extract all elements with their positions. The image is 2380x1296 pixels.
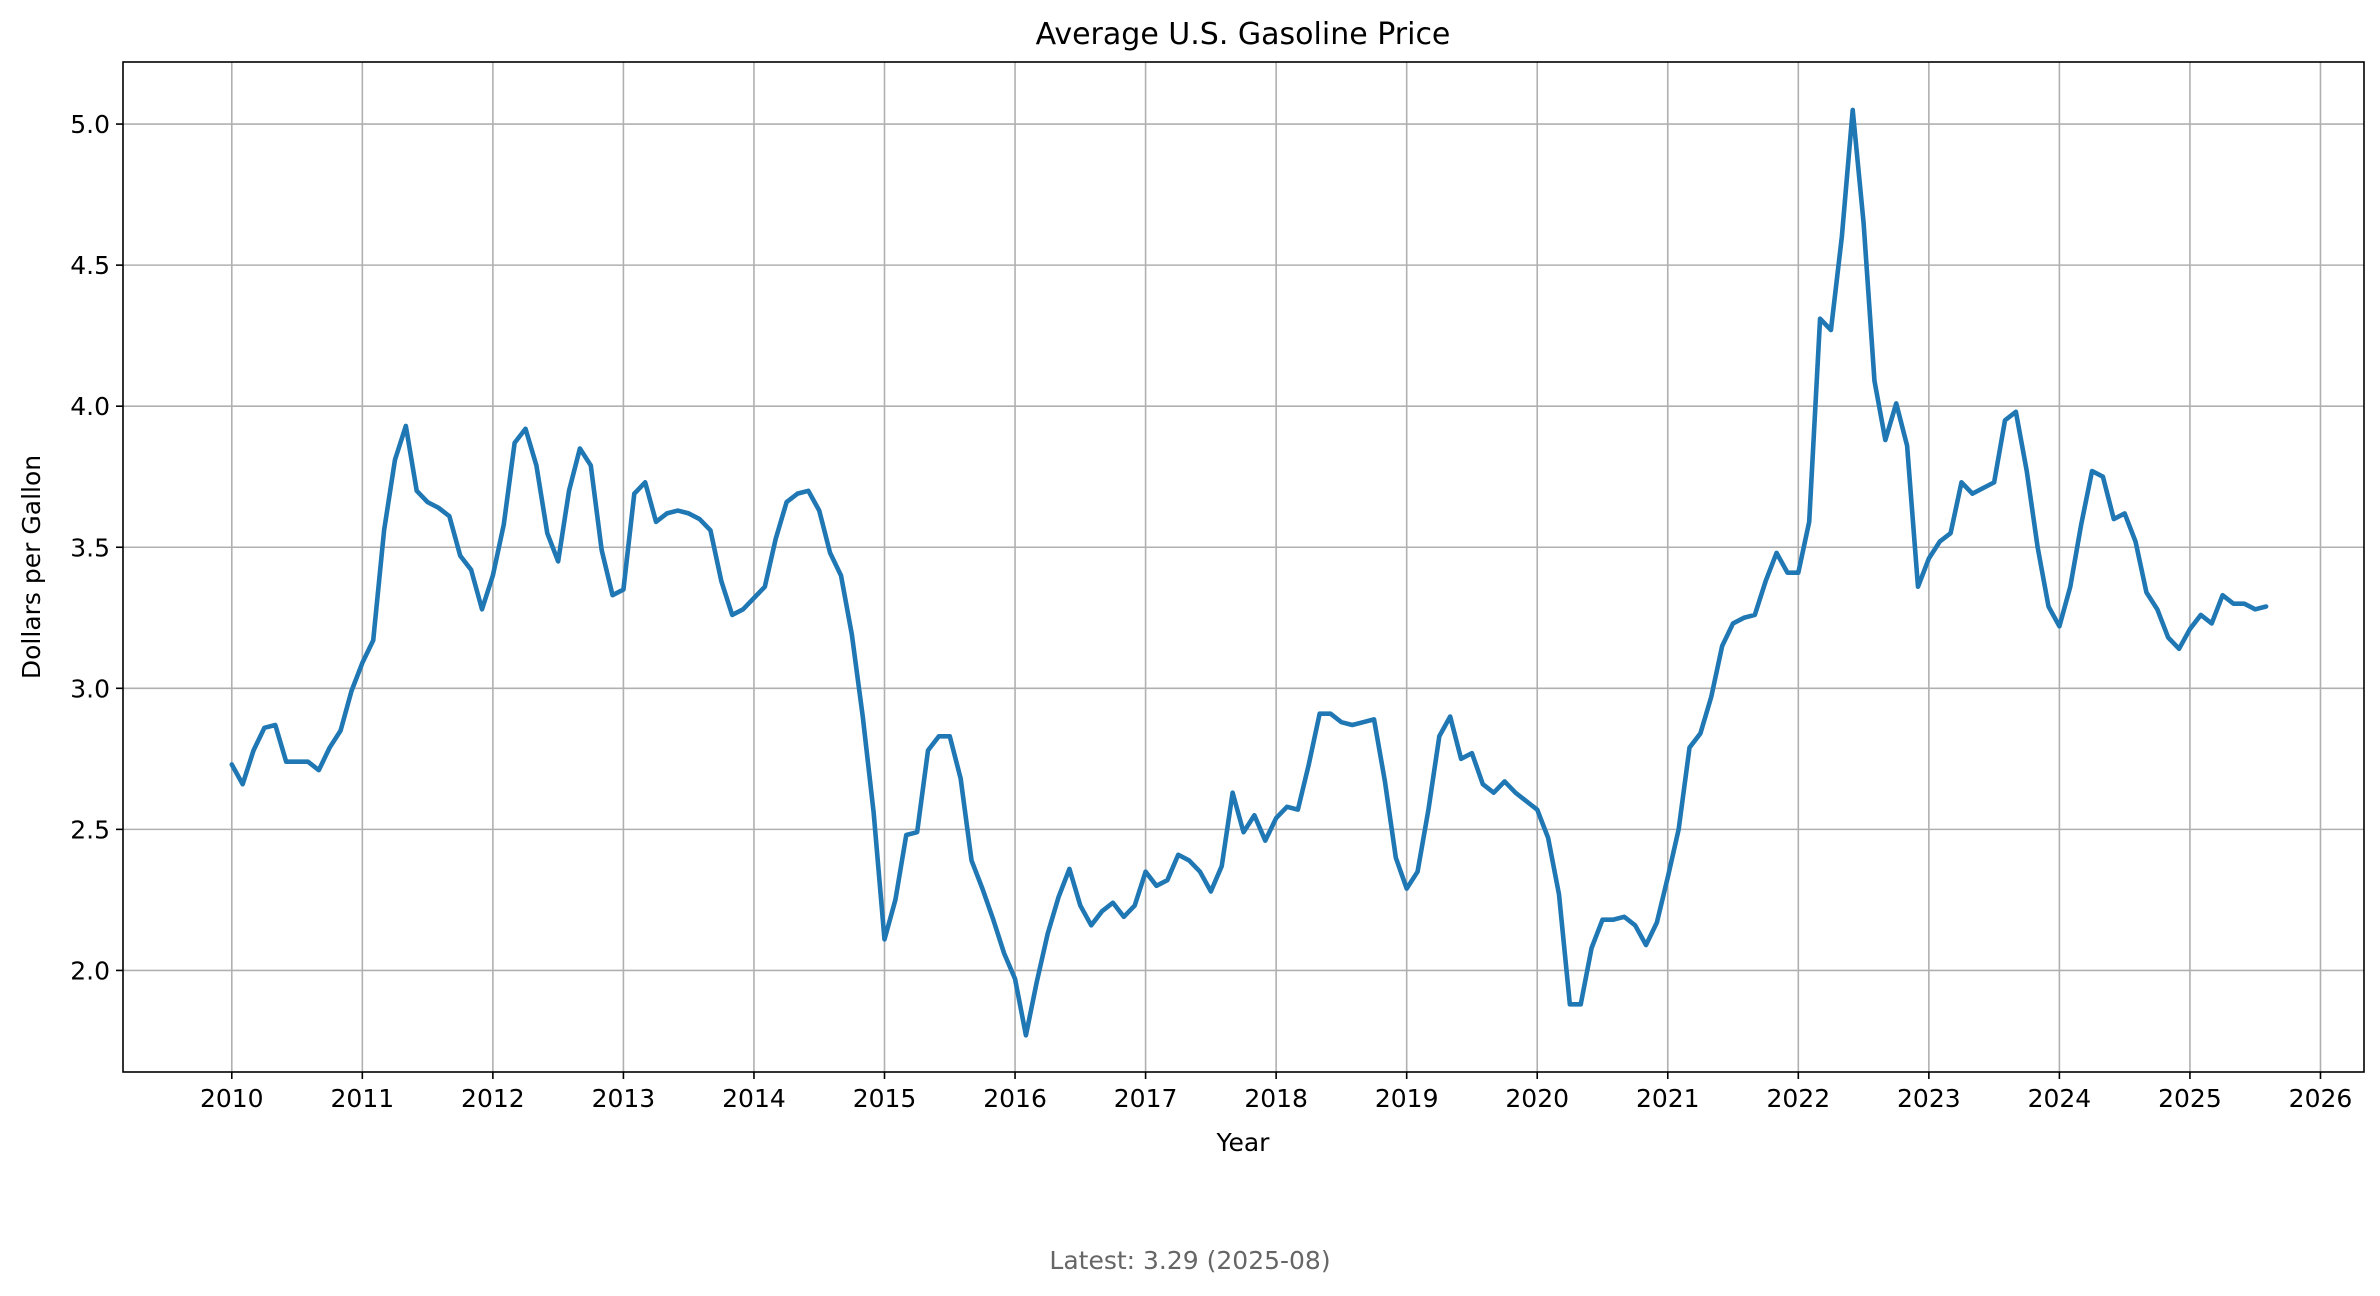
x-axis-title: Year <box>1216 1128 1271 1157</box>
x-tick-label-2023: 2023 <box>1897 1084 1961 1113</box>
x-tick-label-2025: 2025 <box>2158 1084 2222 1113</box>
y-axis-title: Dollars per Gallon <box>17 455 46 679</box>
series-line-gasoline-price <box>229 107 2269 1038</box>
tick-marks <box>116 123 2322 1079</box>
x-tick-label-2026: 2026 <box>2289 1084 2353 1113</box>
grid-lines <box>123 62 2364 1072</box>
y-tick-label-5.0: 5.0 <box>70 110 110 139</box>
x-tick-label-2010: 2010 <box>200 1084 264 1113</box>
x-tick-labels: 2010 2011 2012 2013 2014 2015 2016 2017 2018 2019… <box>200 1084 2352 1113</box>
x-tick-label-2016: 2016 <box>983 1084 1047 1113</box>
x-tick-label-2017: 2017 <box>1114 1084 1178 1113</box>
y-tick-label-4.0: 4.0 <box>70 392 110 421</box>
latest-value-annotation: Latest: 3.29 (2025-08) <box>1049 1246 1331 1275</box>
x-tick-label-2021: 2021 <box>1636 1084 1700 1113</box>
y-tick-label-4.5: 4.5 <box>70 251 110 280</box>
y-tick-label-2.0: 2.0 <box>70 956 110 985</box>
y-tick-label-3.0: 3.0 <box>70 674 110 703</box>
x-tick-label-2013: 2013 <box>592 1084 656 1113</box>
x-tick-label-2019: 2019 <box>1375 1084 1439 1113</box>
x-tick-label-2020: 2020 <box>1505 1084 1569 1113</box>
y-tick-label-2.5: 2.5 <box>70 815 110 844</box>
plot-frame <box>122 61 2365 1073</box>
x-tick-label-2011: 2011 <box>331 1084 395 1113</box>
x-tick-label-2014: 2014 <box>722 1084 786 1113</box>
y-tick-label-3.5: 3.5 <box>70 533 110 562</box>
chart-title: Average U.S. Gasoline Price <box>1036 17 1451 52</box>
x-tick-label-2022: 2022 <box>1766 1084 1830 1113</box>
x-tick-label-2018: 2018 <box>1244 1084 1308 1113</box>
y-tick-labels: 2.0 2.5 3.0 3.5 4.0 4.5 5.0 <box>70 110 110 985</box>
x-tick-label-2015: 2015 <box>853 1084 917 1113</box>
x-tick-label-2024: 2024 <box>2028 1084 2092 1113</box>
x-tick-label-2012: 2012 <box>461 1084 525 1113</box>
